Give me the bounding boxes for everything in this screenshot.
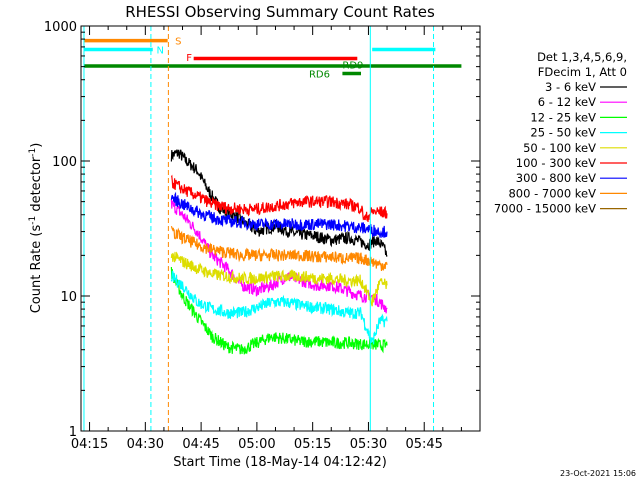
flag-label: F [186,53,192,64]
legend-entry-label: 100 - 300 keV [516,156,596,170]
x-axis: 04:15 04:30 04:45 05:00 05:15 05:30 05:45 [71,26,462,452]
legend-header-line2: FDecim 1, Att 0 [538,65,627,79]
y-tick-label: 100 [52,155,77,170]
legend: Det 1,3,4,5,6,9, FDecim 1, Att 0 3 - 6 k… [494,50,627,216]
legend-entry-label: 6 - 12 keV [538,95,596,109]
y-axis-label: Count Rate (s-1 detector-1) [28,143,44,314]
legend-entry-label: 300 - 800 keV [516,171,596,185]
x-tick-label: 04:15 [71,437,108,452]
series-layer [170,149,388,355]
x-tick-label: 05:00 [238,437,275,452]
timestamp: 23-Oct-2021 15:06 [560,469,636,478]
x-tick-label: 04:45 [182,437,219,452]
legend-entry-label: 50 - 100 keV [523,141,596,155]
x-tick-label: 05:30 [350,437,387,452]
y-axis-label-end: ) [29,143,44,148]
y-axis-label-sup2: -1 [28,148,38,157]
flag-label: N [156,45,163,56]
legend-entry-label: 12 - 25 keV [530,110,596,124]
y-axis-label-main: Count Rate (s [29,225,44,314]
series-line [170,270,388,345]
legend-entry-label: 7000 - 15000 keV [494,202,596,216]
series-line [170,199,388,314]
y-tick-label: 1000 [44,20,77,35]
flags-layer: S N F RD9 RD6 [83,37,462,80]
x-tick-label: 05:15 [294,437,331,452]
series-line [170,174,388,223]
chart-title: RHESSI Observing Summary Count Rates [125,3,435,21]
flag-label: RD6 [309,69,330,80]
x-axis-label: Start Time (18-May-14 04:12:42) [173,455,387,470]
series-line [170,251,388,307]
y-axis-label-mid: detector [29,156,44,216]
series-line [170,191,388,239]
y-axis: 1 10 100 1000 [44,20,480,440]
legend-entry-label: 800 - 7000 keV [508,186,596,200]
x-tick-label: 04:30 [127,437,164,452]
series-line [170,225,388,271]
flag-label: RD9 [342,60,363,71]
x-tick-label: 05:45 [405,437,442,452]
plot-frame [80,25,481,432]
y-tick-label: 10 [60,290,77,305]
vline-layer [83,26,435,431]
flag-label: S [175,37,181,48]
y-tick-label: 1 [69,425,77,440]
legend-entry-label: 3 - 6 keV [545,80,596,94]
y-axis-label-sup1: -1 [28,216,38,225]
legend-header-line1: Det 1,3,4,5,6,9, [537,50,627,64]
legend-entry-label: 25 - 50 keV [530,126,596,140]
series-line [170,266,388,355]
